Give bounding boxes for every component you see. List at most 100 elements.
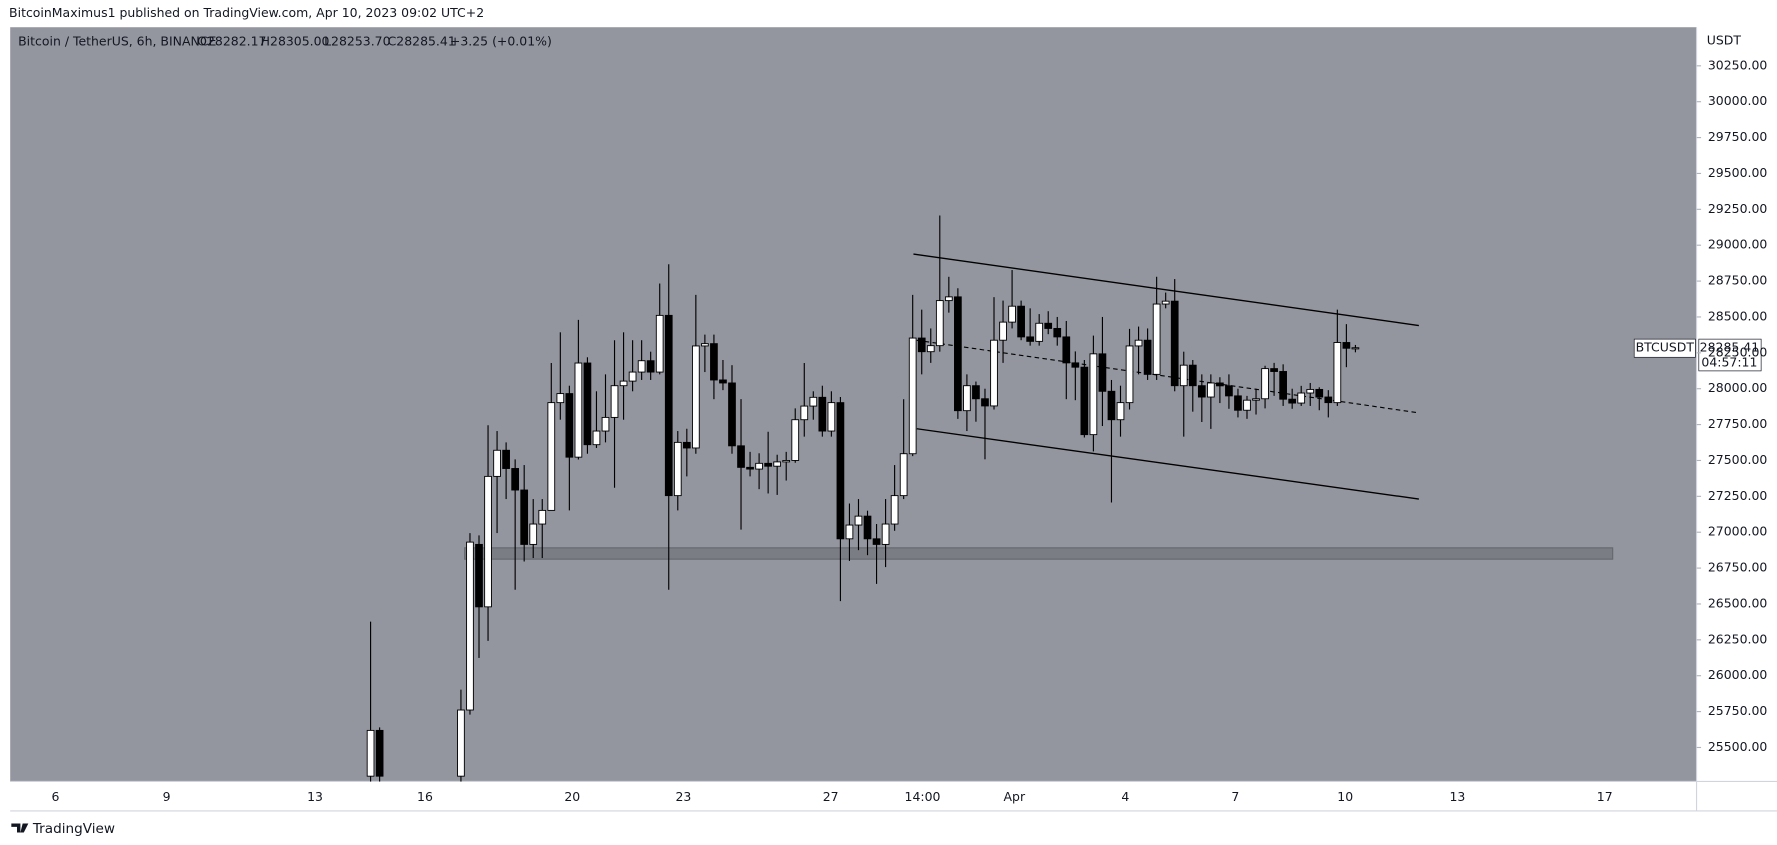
- candle-body: [466, 541, 474, 711]
- candle-body: [1152, 303, 1161, 375]
- y-tick-label: 28750.00: [1708, 273, 1768, 288]
- candle-body: [475, 543, 483, 608]
- candle-body: [538, 509, 547, 525]
- candle-body: [1098, 353, 1107, 392]
- candle-body: [1333, 342, 1342, 404]
- y-tick-label: 26750.00: [1708, 560, 1768, 575]
- candle-body: [1107, 390, 1116, 421]
- candle-body: [701, 343, 709, 347]
- candle-body: [1062, 336, 1071, 364]
- candle-body: [827, 402, 836, 432]
- candle-body: [999, 321, 1007, 341]
- candle-body: [1044, 322, 1053, 329]
- legend-high: H28305.00: [261, 33, 330, 48]
- y-tick-label: 26500.00: [1708, 595, 1768, 610]
- candle-body: [366, 729, 375, 777]
- symbol-tag-text: BTCUSDT: [1636, 340, 1695, 355]
- y-tick-label: 26250.00: [1708, 631, 1768, 646]
- y-tick-label: 27750.00: [1708, 416, 1768, 431]
- y-tick-label: 28250.00: [1708, 344, 1768, 359]
- y-tick-label: 28000.00: [1708, 380, 1768, 395]
- candle-body: [1035, 322, 1044, 342]
- candle-body: [972, 385, 980, 400]
- candle-body: [926, 345, 935, 353]
- candle-body: [1342, 342, 1351, 349]
- candle-body: [547, 402, 556, 511]
- candle-body: [935, 300, 944, 347]
- candle-body: [1351, 347, 1360, 350]
- candle-body: [728, 382, 736, 447]
- x-tick-label: 7: [1231, 789, 1239, 804]
- legend-low: L28253.70: [324, 33, 390, 48]
- candle-body: [791, 419, 800, 461]
- candle-body: [1315, 388, 1324, 398]
- candle-body: [610, 385, 619, 418]
- y-tick-label: 25750.00: [1708, 703, 1768, 718]
- y-tick-label: 26000.00: [1708, 667, 1768, 682]
- candle-body: [520, 489, 529, 545]
- candle-body: [944, 296, 953, 302]
- candle-body: [1008, 305, 1016, 323]
- candle-body: [954, 296, 962, 412]
- price-tag-countdown: 04:57:11: [1701, 354, 1757, 369]
- candle-body: [682, 441, 691, 449]
- y-tick-label: 29000.00: [1708, 237, 1768, 252]
- x-tick-label: 4: [1121, 789, 1129, 804]
- candle-body: [782, 460, 791, 463]
- price-tag-price: 28285.41: [1700, 340, 1759, 355]
- x-tick-label: 10: [1337, 789, 1353, 804]
- y-tick-label: 28500.00: [1708, 308, 1768, 323]
- candle-body: [737, 445, 745, 468]
- candle-body: [854, 515, 863, 526]
- candle-body: [890, 495, 899, 525]
- y-tick-label: 30250.00: [1708, 57, 1768, 72]
- candle-body: [646, 360, 655, 373]
- candle-body: [1161, 300, 1170, 305]
- x-tick-label: 23: [675, 789, 691, 804]
- candle-body: [1089, 353, 1098, 436]
- candle-body: [691, 345, 700, 449]
- candle-body: [628, 371, 637, 382]
- candle-body: [1071, 362, 1080, 368]
- candles: [366, 215, 1360, 782]
- price-tag: [1698, 338, 1762, 372]
- candle-body: [1026, 336, 1035, 342]
- publisher-line: BitcoinMaximus1 published on TradingView…: [9, 5, 484, 20]
- y-tick-label: 29750.00: [1708, 129, 1768, 144]
- support-zone: [464, 547, 1614, 560]
- candle-body: [1134, 339, 1143, 347]
- candle-body: [881, 523, 890, 545]
- candle-body: [493, 449, 501, 477]
- candle-body: [637, 360, 646, 373]
- candle-body: [1143, 339, 1152, 375]
- candle-body: [990, 339, 998, 407]
- candle-body: [1252, 398, 1260, 401]
- x-tick-label: 13: [307, 789, 323, 804]
- candle-body: [601, 416, 610, 432]
- candle-body: [1080, 366, 1089, 436]
- candle-body: [1234, 395, 1242, 411]
- y-tick-label: 25500.00: [1708, 739, 1768, 754]
- candle-body: [484, 475, 492, 608]
- x-tick-label: 6: [52, 789, 60, 804]
- candle-body: [664, 314, 673, 497]
- candle-body: [457, 709, 465, 777]
- symbol-tag: [1633, 338, 1696, 358]
- candle-body: [710, 343, 718, 381]
- candle-body: [1288, 398, 1297, 404]
- candle-body: [917, 337, 926, 353]
- candle-body: [764, 462, 772, 467]
- plot-area: [10, 27, 1697, 782]
- legend-symbol: Bitcoin / TetherUS, 6h, BINANCE: [18, 33, 216, 48]
- candle-body: [574, 362, 583, 458]
- x-tick-label: 27: [823, 789, 839, 804]
- legend-close: C28285.41: [388, 33, 456, 48]
- candle-body: [845, 524, 854, 540]
- channel-lower: [916, 428, 1419, 500]
- candle-body: [1216, 382, 1224, 387]
- candle-body: [1297, 392, 1306, 404]
- candle-body: [872, 538, 881, 545]
- price-axis: [1696, 27, 1777, 782]
